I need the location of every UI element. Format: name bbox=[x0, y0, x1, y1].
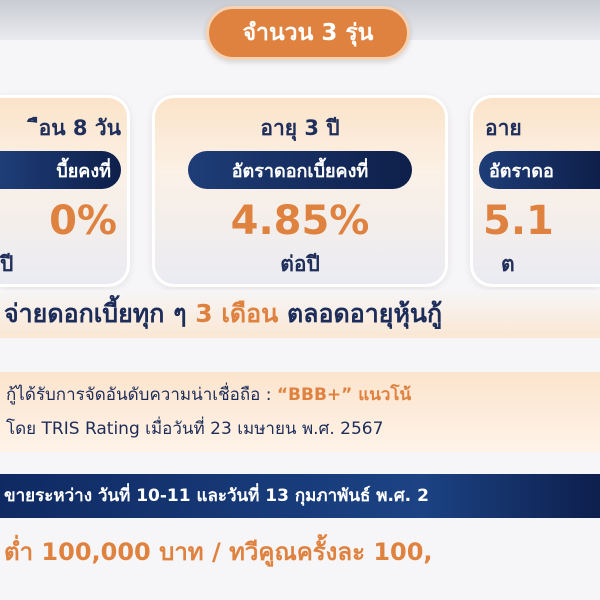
payment-prefix: จ่ายดอกเบี้ยทุก ๆ bbox=[4, 299, 196, 328]
card-per: ปี bbox=[0, 252, 14, 276]
sale-period-bar: ขายระหว่าง วันที่ 10-11 และวันที่ 13 กุม… bbox=[0, 474, 600, 518]
credit-rating-section: กู้ได้รับการจัดอันดับความน่าเชื่อถือ : “… bbox=[0, 372, 600, 452]
rating-value: “BBB+” แนวโน้ bbox=[276, 385, 412, 405]
payment-suffix: ตลอดอายุหุ้นกู้ bbox=[278, 299, 443, 328]
card-per: ต่อปี bbox=[280, 252, 320, 276]
rating-line-1: กู้ได้รับการจัดอันดับความน่าเชื่อถือ : “… bbox=[6, 378, 594, 412]
series-count-badge: จำนวน 3 รุ่น bbox=[206, 6, 410, 60]
card-term: ือน 8 วัน bbox=[38, 116, 121, 140]
card-rate: 0% bbox=[49, 198, 117, 244]
card-rate: 5.1 bbox=[483, 198, 554, 244]
card-rate-type: อัตราดอ bbox=[479, 151, 600, 189]
bond-card-3: อาย อัตราดอ 5.1 ต bbox=[470, 95, 600, 287]
card-term: อาย bbox=[485, 116, 522, 140]
interest-payment-line: จ่ายดอกเบี้ยทุก ๆ 3 เดือน ตลอดอายุหุ้นกู… bbox=[0, 290, 600, 338]
rating-label: กู้ได้รับการจัดอันดับความน่าเชื่อถือ : bbox=[6, 385, 277, 405]
rating-line-2: โดย TRIS Rating เมื่อวันที่ 23 เมษายน พ.… bbox=[6, 419, 384, 439]
card-per: ต bbox=[501, 252, 515, 276]
bond-card-1: ือน 8 วัน บี้ยคงที่ 0% ปี bbox=[0, 95, 130, 287]
card-rate: 4.85% bbox=[230, 198, 370, 244]
card-rate-type: อัตราดอกเบี้ยคงที่ bbox=[188, 151, 412, 189]
bond-card-2: อายุ 3 ปี อัตราดอกเบี้ยคงที่ 4.85% ต่อปี bbox=[152, 95, 448, 287]
payment-frequency: 3 เดือน bbox=[195, 299, 279, 328]
minimum-subscription: ต่ำ 100,000 บาท / ทวีคูณครั้งละ 100, bbox=[4, 538, 433, 566]
card-term: อายุ 3 ปี bbox=[260, 116, 340, 140]
card-rate-type: บี้ยคงที่ bbox=[0, 151, 121, 189]
